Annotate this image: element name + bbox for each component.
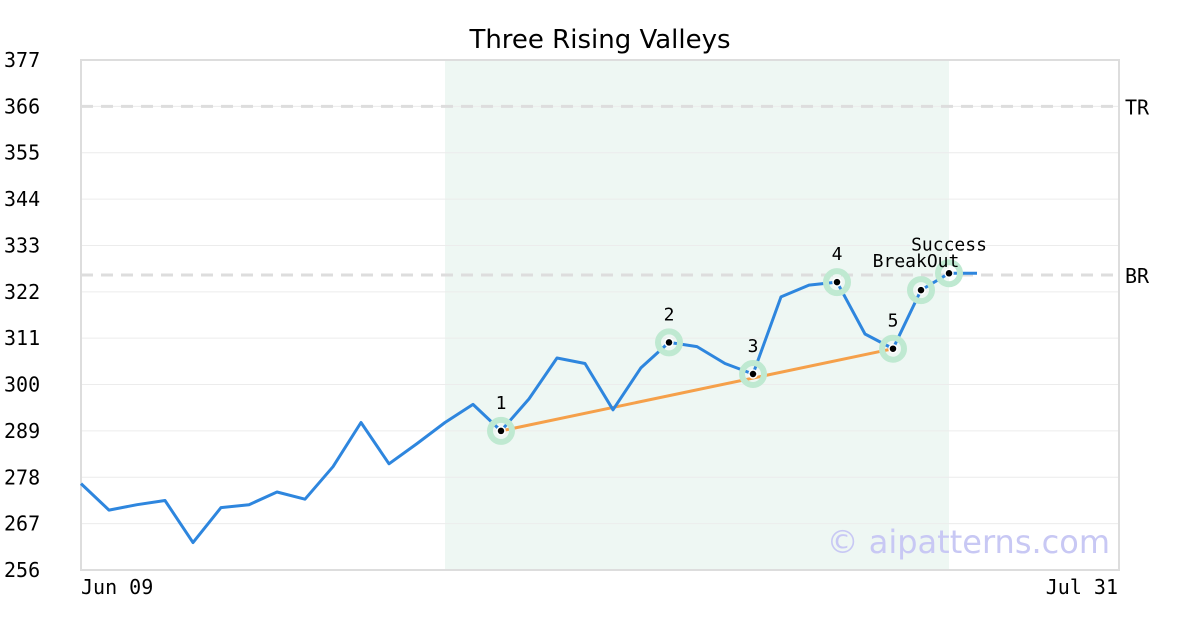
y-tick-label: 344	[4, 187, 40, 211]
point-label: 2	[664, 304, 675, 325]
x-tick-label: Jun 09	[81, 575, 153, 599]
level-label-br: BR	[1125, 264, 1150, 288]
pattern-point-marker	[748, 369, 758, 379]
watermark: © aipatterns.com	[827, 523, 1110, 561]
highlight-region	[445, 60, 949, 570]
y-tick-label: 278	[4, 465, 40, 489]
pattern-point-marker	[888, 343, 898, 354]
point-label: Success	[911, 234, 987, 255]
pattern-point-marker	[944, 268, 954, 279]
y-tick-label: 289	[4, 419, 40, 443]
pattern-point-marker	[916, 285, 926, 295]
chart-title: Three Rising Valleys	[468, 25, 730, 55]
pattern-point-halo	[655, 328, 683, 357]
point-label: 5	[888, 311, 899, 332]
point-label: 4	[832, 244, 843, 265]
x-tick-label: Jul 31	[1046, 575, 1118, 599]
pattern-point-marker	[664, 337, 674, 348]
point-label: BreakOut	[873, 251, 960, 272]
pattern-point-halo	[935, 259, 963, 288]
pattern-point-halo	[739, 360, 767, 389]
pattern-point-halo	[487, 416, 515, 445]
y-tick-label: 311	[4, 326, 40, 350]
pattern-point-marker	[832, 277, 842, 287]
pattern-point-halo	[879, 334, 907, 363]
valley-trend-line	[500, 347, 894, 433]
pattern-point-marker	[496, 426, 506, 436]
pattern-point-halo	[907, 276, 935, 305]
y-tick-label: 256	[4, 558, 40, 582]
point-label: 3	[748, 336, 759, 357]
y-tick-label: 366	[4, 94, 40, 118]
y-tick-label: 355	[4, 141, 40, 165]
pattern-point-halo	[823, 268, 851, 297]
point-label: 1	[496, 393, 507, 414]
level-label-tr: TR	[1125, 95, 1150, 119]
y-tick-label: 322	[4, 280, 40, 304]
plot-frame	[80, 59, 1120, 571]
y-tick-label: 267	[4, 512, 40, 536]
y-tick-label: 300	[4, 373, 40, 397]
y-tick-label: 377	[4, 48, 40, 72]
y-tick-label: 333	[4, 233, 40, 257]
